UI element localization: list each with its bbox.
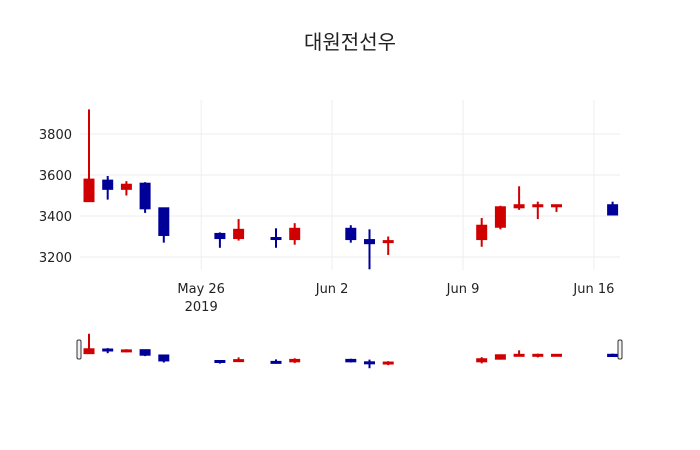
x-tick-label: Jun 2: [315, 282, 349, 297]
gridlines: [80, 100, 620, 270]
candle[interactable]: [532, 201, 544, 220]
candle[interactable]: [607, 353, 619, 358]
x-tick-label: Jun 9: [446, 282, 480, 297]
candle[interactable]: [607, 201, 619, 216]
candle[interactable]: [345, 358, 357, 363]
candle[interactable]: [494, 354, 506, 360]
candle[interactable]: [494, 205, 506, 230]
candle[interactable]: [139, 349, 151, 357]
candle[interactable]: [102, 348, 114, 354]
candle[interactable]: [551, 204, 562, 212]
range-slider[interactable]: [76, 333, 623, 369]
candle[interactable]: [476, 357, 488, 364]
x-tick-label: Jun 16: [572, 282, 614, 297]
candle[interactable]: [551, 353, 562, 357]
candle[interactable]: [289, 223, 301, 245]
range-slider-left-handle[interactable]: [76, 339, 82, 360]
candle[interactable]: [158, 354, 170, 363]
candle[interactable]: [120, 181, 132, 196]
candle[interactable]: [270, 359, 282, 364]
y-tick-label: 3800: [39, 128, 72, 143]
y-tick-label: 3600: [39, 169, 72, 184]
candles[interactable]: [83, 109, 619, 270]
candle[interactable]: [233, 219, 245, 241]
candle[interactable]: [513, 186, 525, 210]
candle[interactable]: [289, 358, 301, 363]
candle[interactable]: [214, 360, 226, 364]
candle[interactable]: [102, 176, 114, 200]
candle[interactable]: [120, 349, 132, 353]
candle[interactable]: [513, 350, 525, 357]
candle[interactable]: [345, 225, 357, 243]
candle[interactable]: [382, 361, 394, 366]
x-tick-label: May 26: [177, 282, 225, 297]
candle[interactable]: [532, 353, 544, 358]
candle[interactable]: [214, 232, 226, 248]
y-axis: 3200 3400 3600 3800: [39, 128, 72, 266]
candle[interactable]: [270, 228, 282, 248]
x-tick-year-label: 2019: [185, 300, 218, 315]
candle[interactable]: [158, 207, 170, 243]
y-tick-label: 3200: [39, 251, 72, 266]
candle[interactable]: [83, 333, 95, 355]
candle[interactable]: [382, 236, 394, 255]
chart-title: 대원전선우: [304, 30, 396, 54]
candle[interactable]: [364, 359, 375, 369]
y-tick-label: 3400: [39, 210, 72, 225]
candle[interactable]: [233, 357, 245, 363]
x-axis: May 26 2019 Jun 2 Jun 9 Jun 16: [177, 282, 614, 315]
candle[interactable]: [139, 182, 151, 213]
candle[interactable]: [476, 218, 488, 247]
range-slider-right-handle[interactable]: [617, 339, 623, 360]
candle[interactable]: [83, 109, 95, 203]
candle[interactable]: [364, 229, 375, 270]
